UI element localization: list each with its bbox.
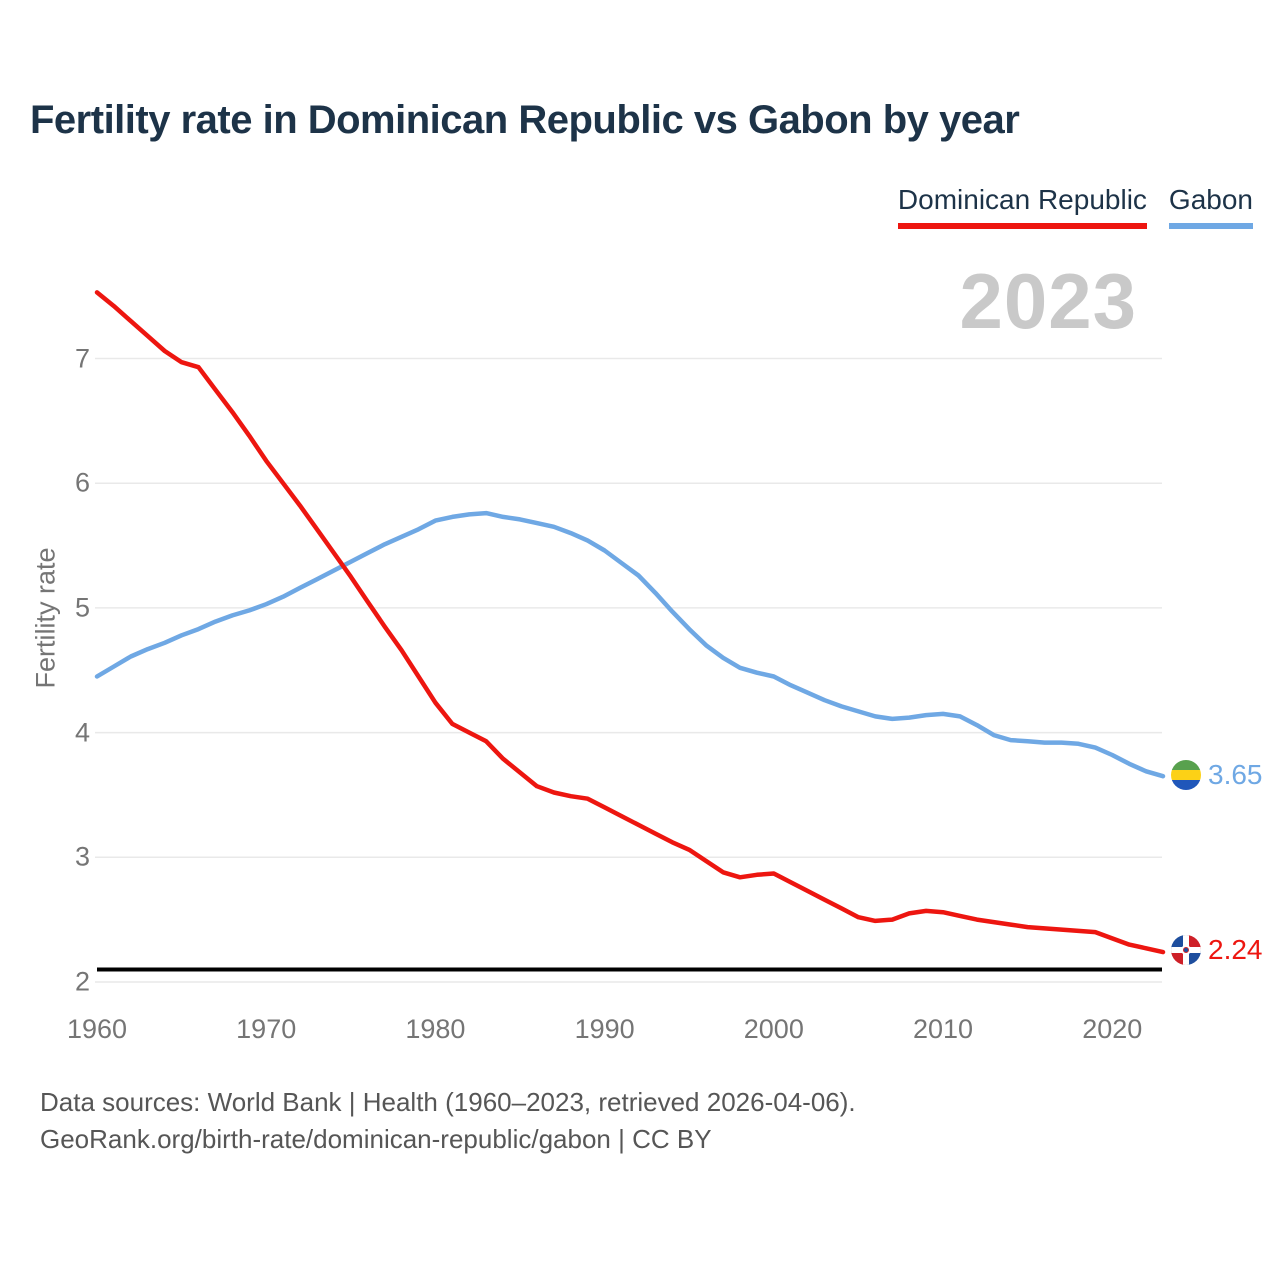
y-tick-label: 2	[74, 966, 90, 997]
gabon-end-value: 3.65	[1208, 759, 1263, 790]
dominican-republic-flag-icon	[1171, 935, 1201, 965]
legend-label-dominican-republic: Dominican Republic	[897, 184, 1147, 215]
x-tick-label: 1960	[66, 1014, 128, 1044]
legend-item-gabon[interactable]: Gabon	[1168, 184, 1253, 229]
georank-link[interactable]: GeoRank.org/birth-rate/dominican-republi…	[40, 1124, 712, 1154]
series-line-dominican-republic	[94, 290, 1166, 955]
y-tick-label: 6	[74, 467, 90, 498]
legend: Dominican Republic Gabon	[897, 184, 1253, 229]
data-sources-text: Data sources: World Bank | Health (1960–…	[40, 1087, 856, 1117]
x-tick-label: 2000	[743, 1014, 804, 1044]
x-tick-label: 2020	[1082, 1014, 1143, 1044]
x-tick-label: 1980	[405, 1014, 466, 1044]
series-line-gabon	[94, 510, 1166, 779]
flag-quadrant	[1186, 950, 1201, 965]
year-watermark: 2023	[959, 257, 1137, 345]
y-tick-label: 7	[74, 343, 90, 373]
x-tick-label: 1990	[574, 1014, 635, 1044]
x-tick-label: 2010	[912, 1014, 974, 1044]
page-title: Fertility rate in Dominican Republic vs …	[30, 98, 1020, 142]
y-tick-label: 5	[74, 592, 90, 623]
flag-emblem	[1181, 945, 1191, 955]
dominican-republic-end-value: 2.24	[1208, 934, 1263, 965]
footer: Data sources: World Bank | Health (1960–…	[40, 1084, 856, 1158]
legend-label-gabon: Gabon	[1168, 184, 1253, 215]
x-tick-label: 1970	[236, 1014, 297, 1044]
legend-item-dominican-republic[interactable]: Dominican Republic	[897, 184, 1147, 229]
y-tick-label: 3	[74, 841, 90, 872]
y-tick-label: 4	[74, 717, 90, 748]
gabon-flag-icon	[1171, 760, 1201, 790]
